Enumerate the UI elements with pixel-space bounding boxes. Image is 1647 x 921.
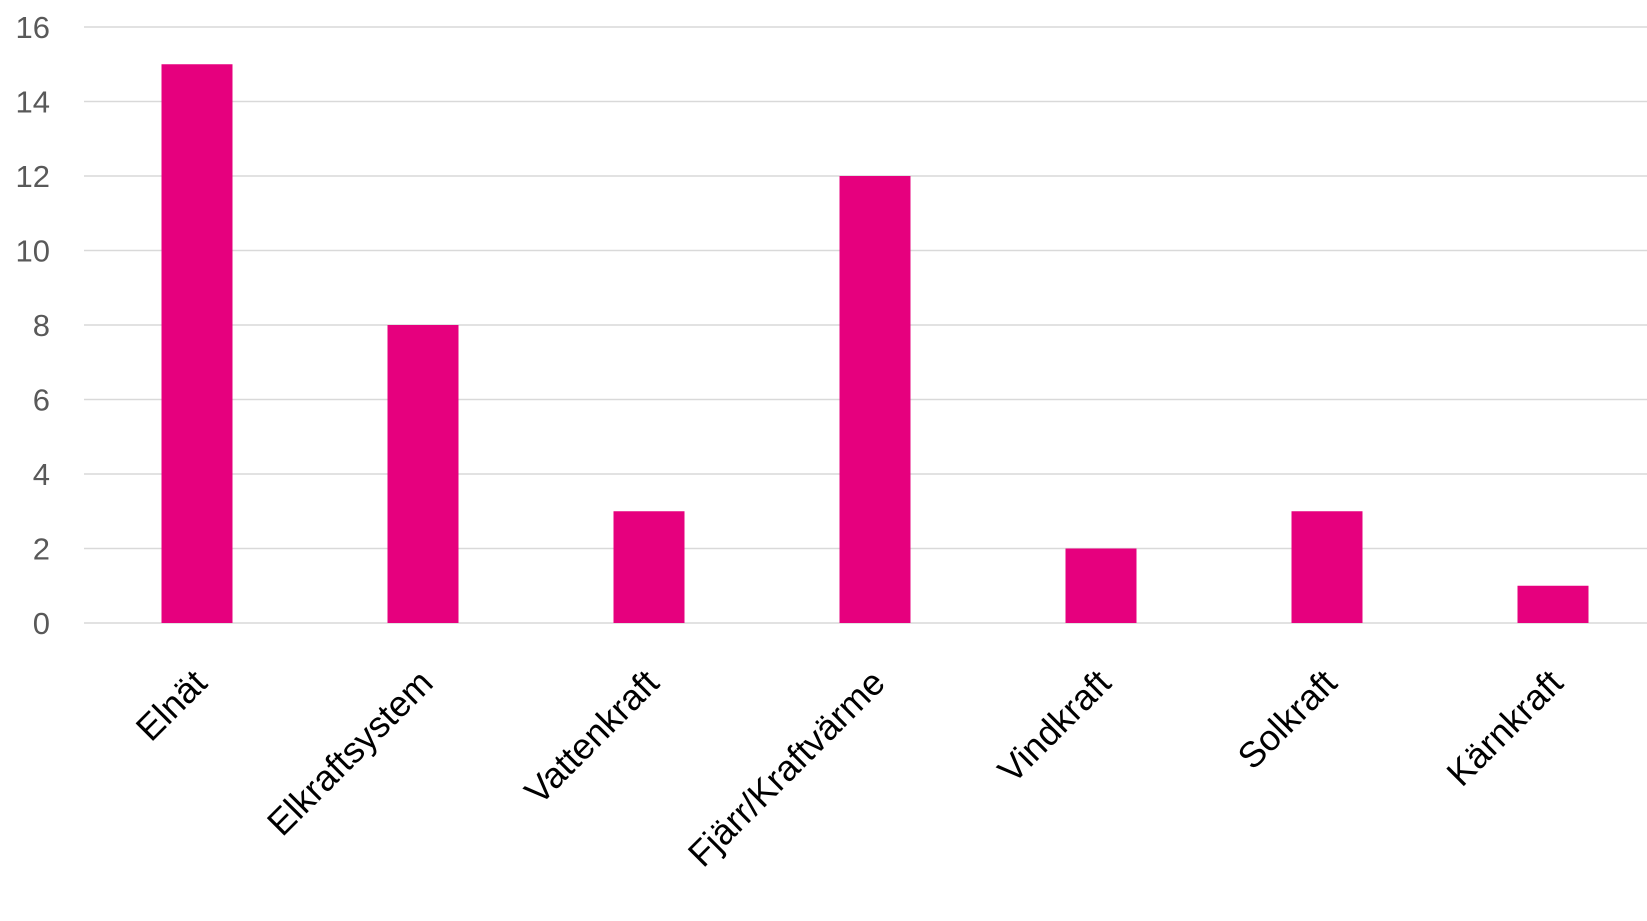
x-tick-label-eln-t: Elnät [128, 662, 215, 749]
bar-k-rnkraft [1517, 585, 1589, 623]
y-tick-label-6: 6 [33, 383, 50, 418]
y-tick-label-12: 12 [16, 159, 50, 194]
bar-eln-t [161, 64, 233, 623]
x-tick-label-k-rnkraft: Kärnkraft [1438, 662, 1570, 794]
x-tick-label-elkraftsystem: Elkraftsystem [259, 662, 441, 844]
bar-fj-rr-kraftv-rme [839, 176, 911, 623]
x-tick-label-solkraft: Solkraft [1229, 662, 1344, 777]
y-tick-label-8: 8 [33, 308, 50, 343]
y-tick-label-10: 10 [16, 234, 50, 269]
x-tick-label-fj-rr-kraftv-rme: Fjärr/Kraftvärme [680, 662, 893, 875]
bar-vindkraft [1065, 548, 1137, 623]
x-tick-label-vindkraft: Vindkraft [990, 662, 1119, 791]
x-tick-label-vattenkraft: Vattenkraft [516, 662, 666, 812]
bar-vattenkraft [613, 511, 685, 623]
y-tick-label-4: 4 [33, 457, 50, 492]
y-tick-label-0: 0 [33, 606, 50, 641]
y-tick-label-2: 2 [33, 532, 50, 567]
bars [161, 64, 1589, 623]
x-axis-tick-labels: Elnät Elkraftsystem Vattenkraft Fjärr/Kraft… [128, 662, 1571, 875]
bar-elkraftsystem [387, 325, 459, 623]
y-tick-label-16: 16 [16, 10, 50, 45]
y-tick-label-14: 14 [16, 85, 50, 120]
bar-solkraft [1291, 511, 1363, 623]
y-axis-tick-labels: 0 2 4 6 8 10 12 14 16 [16, 10, 50, 641]
